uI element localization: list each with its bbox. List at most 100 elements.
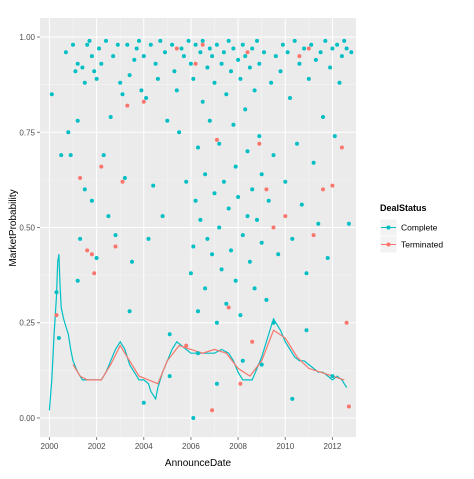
- point-complete: [68, 153, 73, 158]
- point-complete: [321, 115, 325, 119]
- point-complete: [229, 248, 233, 253]
- point-complete: [106, 214, 111, 219]
- y-tick-label-1-00: 1.00: [19, 33, 35, 42]
- point-complete: [113, 233, 118, 238]
- point-complete: [214, 320, 219, 325]
- point-complete: [224, 301, 229, 306]
- point-complete: [63, 50, 68, 55]
- point-complete: [59, 153, 64, 158]
- point-complete: [226, 38, 231, 43]
- point-complete: [344, 46, 349, 51]
- point-complete: [276, 252, 281, 257]
- point-complete: [271, 153, 276, 158]
- point-complete: [297, 61, 302, 66]
- legend-label-terminated: Terminated: [401, 240, 443, 250]
- point-complete: [342, 38, 347, 43]
- point-complete: [247, 259, 252, 264]
- line-complete: [48, 254, 348, 411]
- x-axis-title: AnnounceDate: [165, 458, 232, 469]
- point-complete: [179, 46, 184, 51]
- point-complete: [309, 42, 314, 47]
- legend-entry-terminated: Terminated: [379, 235, 443, 254]
- point-terminated: [250, 339, 255, 344]
- y-tick-label-0-00: 0.00: [19, 414, 35, 423]
- point-complete: [337, 80, 342, 85]
- point-complete: [259, 172, 264, 177]
- point-terminated: [120, 179, 125, 184]
- point-complete: [196, 309, 200, 314]
- point-complete: [144, 96, 149, 100]
- point-complete: [306, 76, 311, 81]
- point-complete: [191, 244, 196, 249]
- point-complete: [200, 38, 205, 43]
- y-axis-title: MarketProbability: [8, 189, 19, 266]
- point-complete: [120, 92, 125, 97]
- point-complete: [271, 320, 276, 325]
- point-complete: [243, 107, 248, 112]
- point-complete: [153, 61, 158, 66]
- point-terminated: [89, 252, 94, 257]
- point-complete: [66, 130, 71, 135]
- point-terminated: [311, 233, 316, 238]
- point-complete: [339, 54, 344, 59]
- point-complete: [167, 374, 172, 379]
- point-complete: [207, 46, 212, 51]
- point-complete: [210, 252, 215, 257]
- point-complete: [257, 134, 262, 139]
- x-tick-label-2008: 2008: [229, 442, 247, 451]
- point-complete: [335, 42, 340, 47]
- point-complete: [295, 141, 299, 146]
- point-complete: [226, 206, 231, 211]
- point-terminated: [184, 343, 189, 348]
- point-terminated: [174, 46, 179, 51]
- point-complete: [78, 236, 83, 241]
- point-terminated: [92, 271, 97, 276]
- point-complete: [73, 69, 78, 74]
- point-terminated: [125, 103, 130, 108]
- legend-dot-terminated: [386, 242, 391, 247]
- point-terminated: [271, 225, 276, 230]
- legend-title: DealStatus: [380, 203, 427, 213]
- point-complete: [205, 65, 210, 70]
- point-complete: [196, 351, 200, 356]
- point-complete: [278, 69, 283, 74]
- point-complete: [160, 214, 165, 219]
- line-terminated: [72, 329, 345, 385]
- point-complete: [264, 297, 269, 302]
- point-complete: [158, 38, 163, 43]
- y-axis-ticks: 0.00 0.25 0.50 0.75 1.00: [19, 33, 40, 423]
- point-complete: [273, 54, 278, 59]
- point-complete: [311, 160, 316, 165]
- point-complete: [238, 76, 243, 81]
- point-complete: [170, 42, 175, 47]
- x-tick-label-2004: 2004: [135, 442, 153, 451]
- point-complete: [290, 396, 295, 401]
- data-points: [49, 38, 354, 420]
- point-complete: [238, 313, 243, 318]
- point-complete: [127, 309, 132, 314]
- x-tick-label-2012: 2012: [324, 442, 342, 451]
- point-complete: [240, 233, 245, 238]
- x-tick-label-2000: 2000: [41, 442, 59, 451]
- point-complete: [203, 172, 208, 177]
- point-complete: [191, 76, 196, 81]
- point-complete: [75, 61, 80, 66]
- point-complete: [259, 362, 264, 367]
- point-complete: [127, 73, 132, 78]
- point-complete: [245, 214, 250, 219]
- y-tick-label-0-50: 0.50: [19, 224, 35, 233]
- point-complete: [54, 290, 59, 295]
- point-complete: [280, 42, 285, 47]
- point-complete: [259, 240, 264, 245]
- point-complete: [56, 336, 61, 340]
- x-tick-label-2006: 2006: [182, 442, 200, 451]
- point-complete: [188, 271, 193, 276]
- point-complete: [346, 221, 351, 226]
- point-complete: [269, 80, 274, 85]
- point-complete: [262, 50, 266, 55]
- point-complete: [167, 332, 172, 337]
- point-complete: [332, 134, 337, 139]
- point-complete: [122, 176, 127, 180]
- point-complete: [155, 76, 160, 81]
